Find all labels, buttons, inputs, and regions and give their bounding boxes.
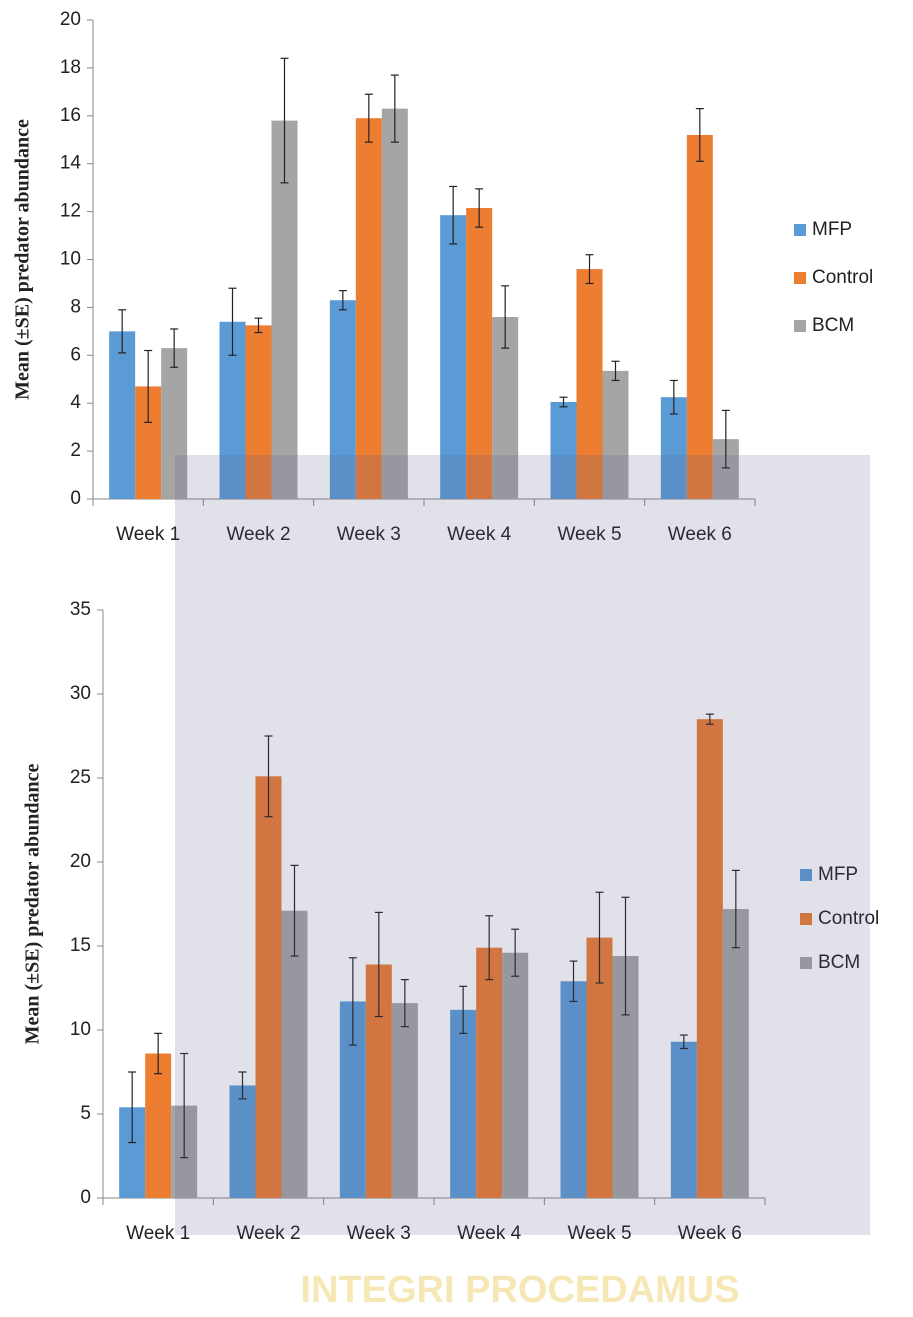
y-tick-label: 4 (70, 392, 81, 413)
bar (356, 118, 382, 499)
y-tick-label: 15 (70, 935, 91, 956)
bar (145, 1054, 171, 1198)
legend-label: MFP (812, 219, 852, 240)
y-tick-label: 18 (60, 57, 81, 78)
y-tick-label: 20 (70, 851, 91, 872)
y-tick-label: 12 (60, 201, 81, 222)
legend-swatch (794, 224, 806, 236)
y-tick-label: 0 (80, 1187, 91, 1208)
legend-label: Control (812, 267, 873, 288)
y-tick-label: 5 (80, 1103, 91, 1124)
legend-swatch (794, 320, 806, 332)
y-axis-label: Mean (±SE) predator abundance (22, 763, 44, 1044)
y-tick-label: 2 (70, 440, 81, 461)
y-axis-label: Mean (±SE) predator abundance (12, 119, 34, 400)
legend-label: BCM (812, 315, 854, 336)
y-tick-label: 6 (70, 344, 81, 365)
bar (687, 135, 713, 499)
watermark-crest (175, 455, 870, 1235)
legend-swatch (794, 272, 806, 284)
watermark-text: INTEGRI PROCEDAMUS (300, 1269, 739, 1311)
y-tick-label: 8 (70, 296, 81, 317)
y-tick-label: 14 (60, 153, 82, 174)
y-tick-label: 16 (60, 105, 81, 126)
page: 02468101214161820Week 1Week 2Week 3Week … (0, 0, 913, 1317)
y-tick-label: 0 (70, 488, 81, 509)
y-tick-label: 30 (70, 683, 91, 704)
y-tick-label: 20 (60, 9, 81, 30)
y-tick-label: 10 (60, 249, 81, 270)
y-tick-label: 25 (70, 767, 91, 788)
bar (382, 109, 408, 499)
y-tick-label: 10 (70, 1019, 91, 1040)
y-tick-label: 35 (70, 599, 91, 620)
bar (109, 331, 135, 499)
x-tick-label: Week 1 (116, 524, 180, 545)
